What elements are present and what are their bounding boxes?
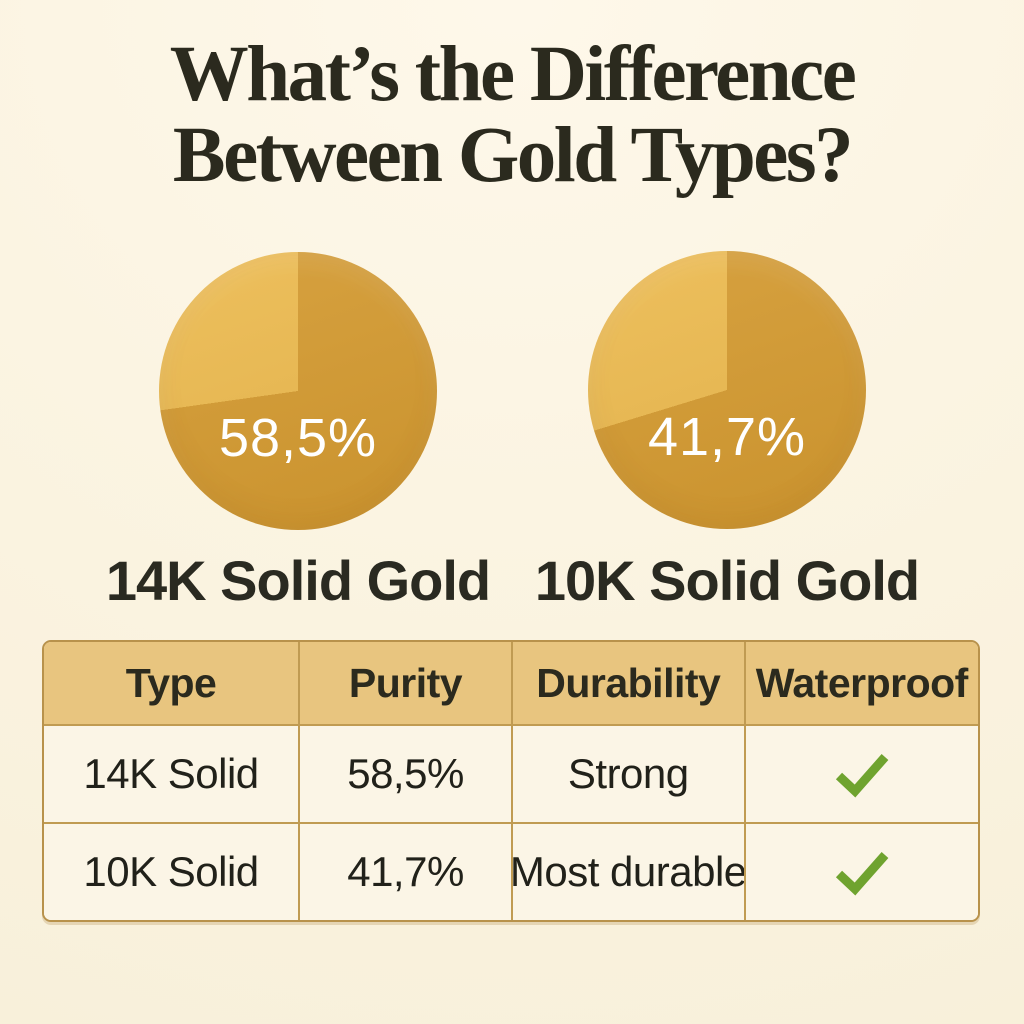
pie-chart-10k: 41,7% [588,251,866,529]
cell-10k-type: 10K Solid [83,848,259,895]
pie-chart-14k: 58,5% [159,252,437,530]
table-row-14k-durability-cell: Strong [510,724,744,822]
pie-percentage-label-14k: 58,5% [218,408,378,469]
table-header-durability: Durability [510,642,744,724]
comparison-table: Type Purity Durability Waterproof 14K So… [42,640,980,922]
table-row-10k-purity-cell: 41,7% [298,822,511,920]
table-row-10k-waterproof-cell [743,822,978,920]
page-title: What’s the Difference Between Gold Types… [0,34,1024,196]
pie-percentage-label-10k: 41,7% [647,407,807,468]
checkmark-icon [832,750,892,798]
table-header-type: Type [44,642,299,724]
page-title-line2: Between Gold Types? [172,112,854,199]
table-header-waterproof-label: Waterproof [755,659,969,706]
cell-10k-durability: Most durable [509,848,747,895]
table-header-waterproof: Waterproof [743,642,978,724]
table-header-type-label: Type [125,659,217,706]
table-header-durability-label: Durability [536,659,721,706]
pie-caption-10k: 10K Solid Gold [534,549,920,612]
cell-14k-durability: Strong [567,750,689,797]
cell-14k-type: 14K Solid [83,750,259,797]
cell-14k-purity: 58,5% [347,750,464,797]
checkmark-icon [832,848,892,896]
pie-caption-14k: 14K Solid Gold [105,549,491,612]
table-row-10k-durability-cell: Most durable [509,822,747,920]
table-header-purity: Purity [298,642,511,724]
table-row-14k-type-cell: 14K Solid [44,724,299,822]
cell-10k-purity: 41,7% [347,848,464,895]
table-row-10k-type-cell: 10K Solid [44,822,299,920]
page-title-line1: What’s the Difference [169,31,857,118]
table-row-14k-waterproof-cell [743,724,978,822]
table-header-purity-label: Purity [348,659,463,706]
table-row-14k-purity-cell: 58,5% [298,724,511,822]
